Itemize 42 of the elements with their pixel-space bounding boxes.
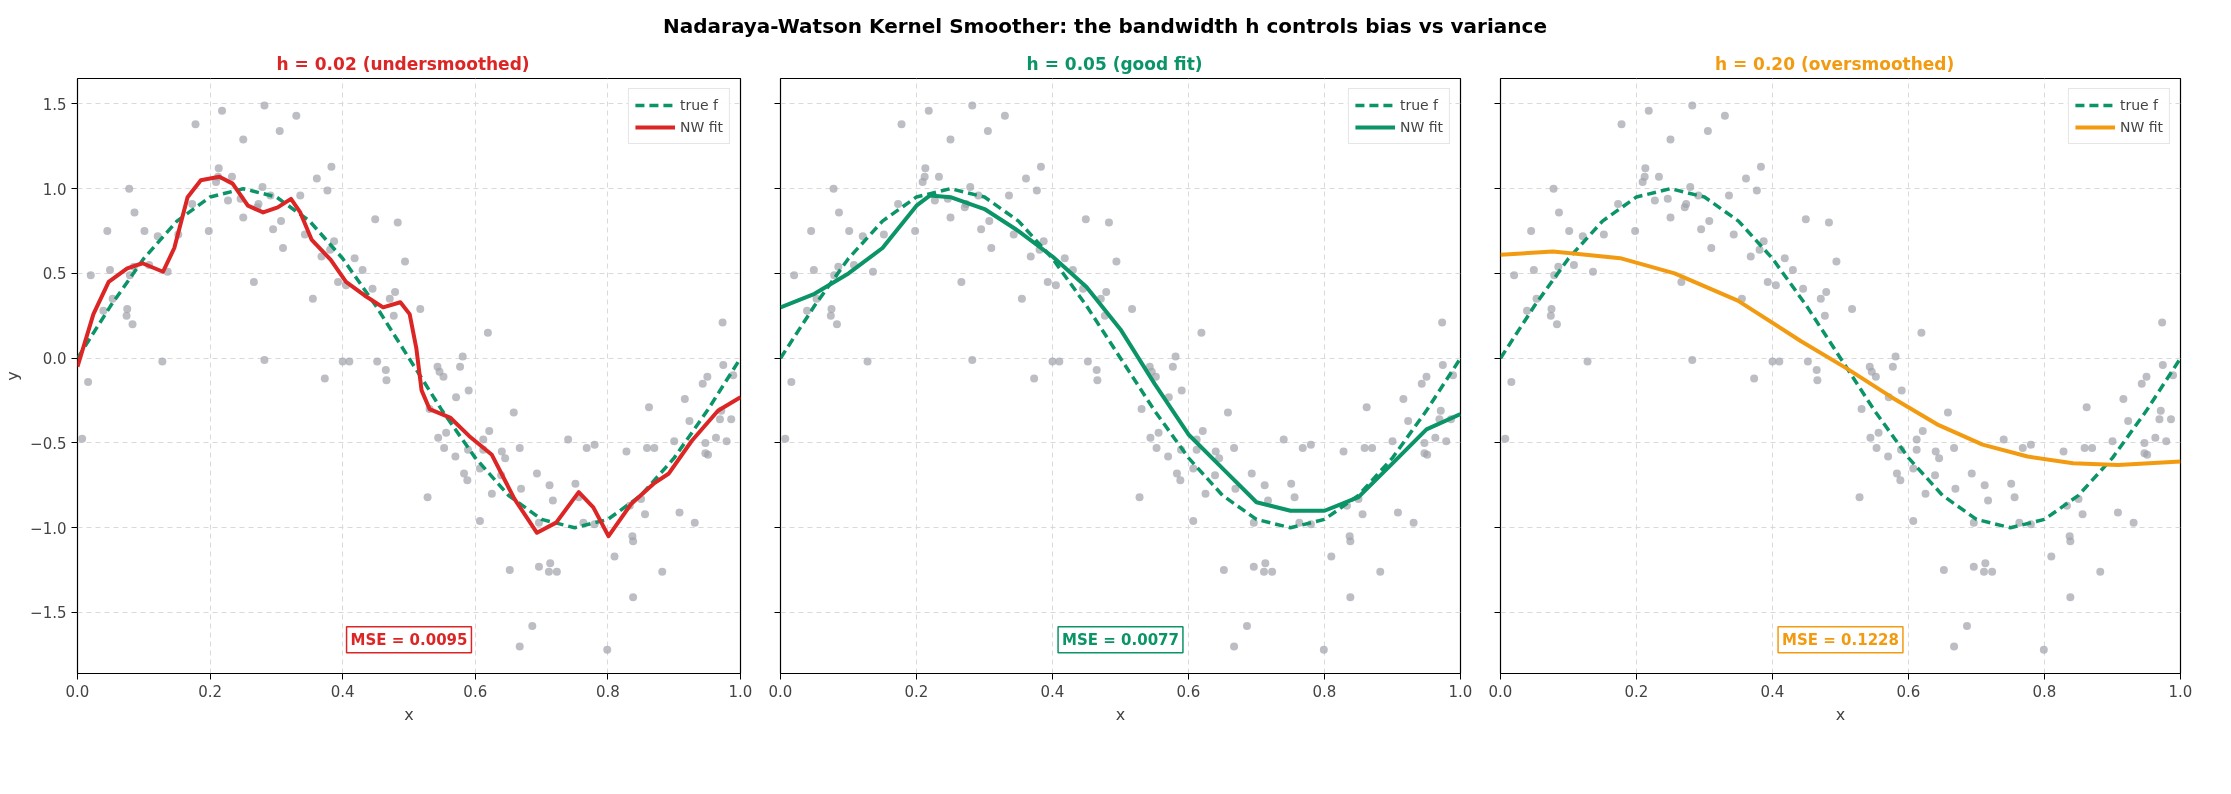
y-tick-label: −1.0 <box>30 519 67 538</box>
x-tick-label: 0.2 <box>1624 682 1649 701</box>
x-tick-label: 0.6 <box>1896 682 1921 701</box>
y-axis-title: y <box>3 370 23 381</box>
x-tick-label: 0.8 <box>595 682 620 701</box>
y-tick-label: 0.5 <box>42 265 67 284</box>
x-tick-label: 0.0 <box>768 682 793 701</box>
x-tick-label: 0.4 <box>1760 682 1785 701</box>
legend-label: true f <box>679 96 719 113</box>
legend-label: true f <box>1399 96 1439 113</box>
x-axis-title: x <box>1835 704 1846 724</box>
x-tick-label: 0.2 <box>198 682 223 701</box>
x-tick-label: 0.2 <box>904 682 929 701</box>
y-tick-label: 0.0 <box>42 349 67 368</box>
y-tick-label: 1.0 <box>42 180 67 199</box>
legend-label: NW fit <box>1399 118 1443 135</box>
annotation: MSE = 0.1228 <box>1782 630 1899 649</box>
chart-subtitle: h = 0.05 (good fit) <box>1026 53 1203 74</box>
y-tick-label: −1.5 <box>30 604 67 623</box>
x-tick-label: 0.0 <box>1488 682 1513 701</box>
text: Nadaraya-Watson Kernel Smoother: the bandwidth h controls bias vs variance <box>663 13 1547 40</box>
x-tick-label: 0.8 <box>2032 682 2057 701</box>
x-tick-label: 0.0 <box>65 682 90 701</box>
x-axis-title: x <box>1115 704 1126 724</box>
x-tick-label: 0.4 <box>1040 682 1065 701</box>
legend-label: NW fit <box>2119 118 2163 135</box>
x-tick-label: 0.6 <box>463 682 488 701</box>
x-tick-label: 1.0 <box>728 682 753 701</box>
x-tick-label: 0.8 <box>1312 682 1337 701</box>
annotation: MSE = 0.0077 <box>1062 630 1179 649</box>
x-axis-title: x <box>404 704 414 724</box>
x-tick-label: 1.0 <box>2168 682 2193 701</box>
legend-label: true f <box>2119 96 2159 113</box>
y-tick-label: 1.5 <box>42 95 67 114</box>
y-tick-label: −0.5 <box>30 434 67 453</box>
x-tick-label: 1.0 <box>1448 682 1473 701</box>
annotation: MSE = 0.0095 <box>350 630 468 649</box>
x-tick-label: 0.4 <box>330 682 355 701</box>
legend-label: NW fit <box>679 118 723 135</box>
chart-subtitle: h = 0.20 (oversmoothed) <box>1714 53 1955 74</box>
x-tick-label: 0.6 <box>1176 682 1201 701</box>
chart-subtitle: h = 0.02 (undersmoothed) <box>276 53 530 74</box>
